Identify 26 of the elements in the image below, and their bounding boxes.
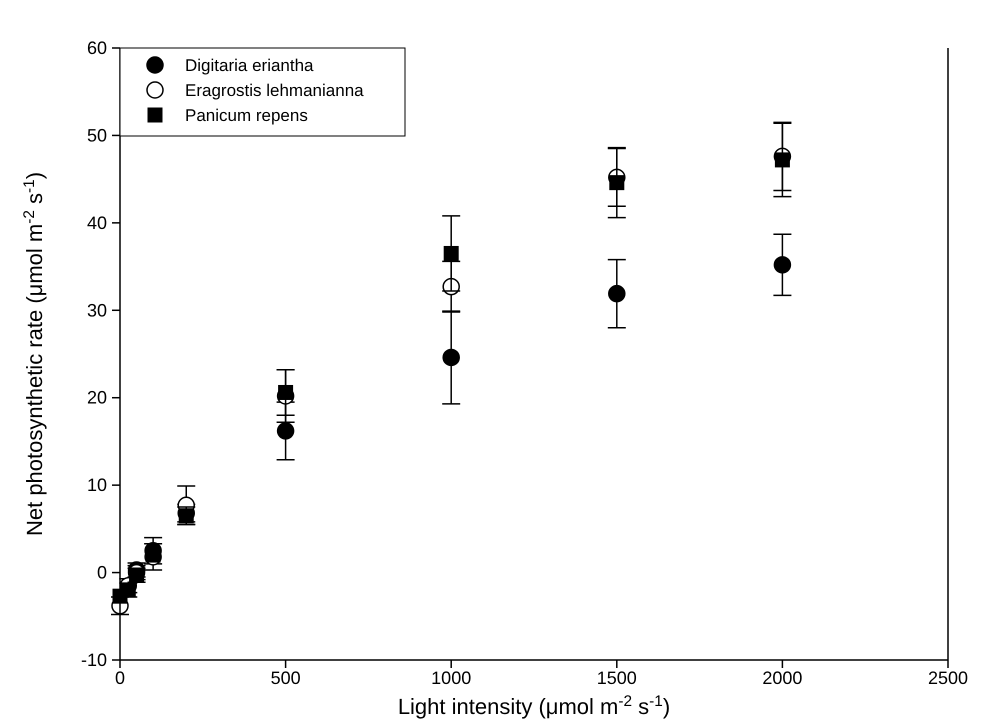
point [774, 152, 790, 168]
x-tick-label: 1000 [431, 668, 472, 688]
point [442, 348, 460, 366]
y-tick-label: 0 [96, 562, 107, 583]
x-tick-label: 0 [114, 668, 126, 688]
x-axis-title: Light intensity (μmol m$^{-2}$ s$^{-1}$) [398, 692, 670, 719]
x-tick-label: 2000 [762, 668, 802, 688]
legend-label: Digitaria eriantha [185, 56, 314, 75]
y-tick-label: 50 [86, 125, 107, 146]
y-tick-label: 40 [86, 212, 107, 233]
y-tick-label: 10 [86, 475, 107, 496]
x-tick-label: 1500 [596, 668, 637, 688]
y-tick-label: 60 [86, 38, 107, 58]
x-tick-label: 2500 [928, 668, 968, 688]
y-tick-label: 20 [86, 388, 107, 408]
point [278, 384, 294, 400]
point [608, 284, 626, 302]
legend-label: Eragrostis lehmanianna [185, 81, 364, 100]
point [609, 175, 624, 190]
point [276, 422, 294, 440]
legend-label: Panicum repens [185, 106, 308, 125]
y-tick-label: 30 [86, 300, 107, 320]
x-tick-label: 500 [270, 668, 301, 688]
y-tick-label: -10 [80, 650, 107, 670]
point [444, 246, 459, 261]
point [774, 256, 792, 274]
